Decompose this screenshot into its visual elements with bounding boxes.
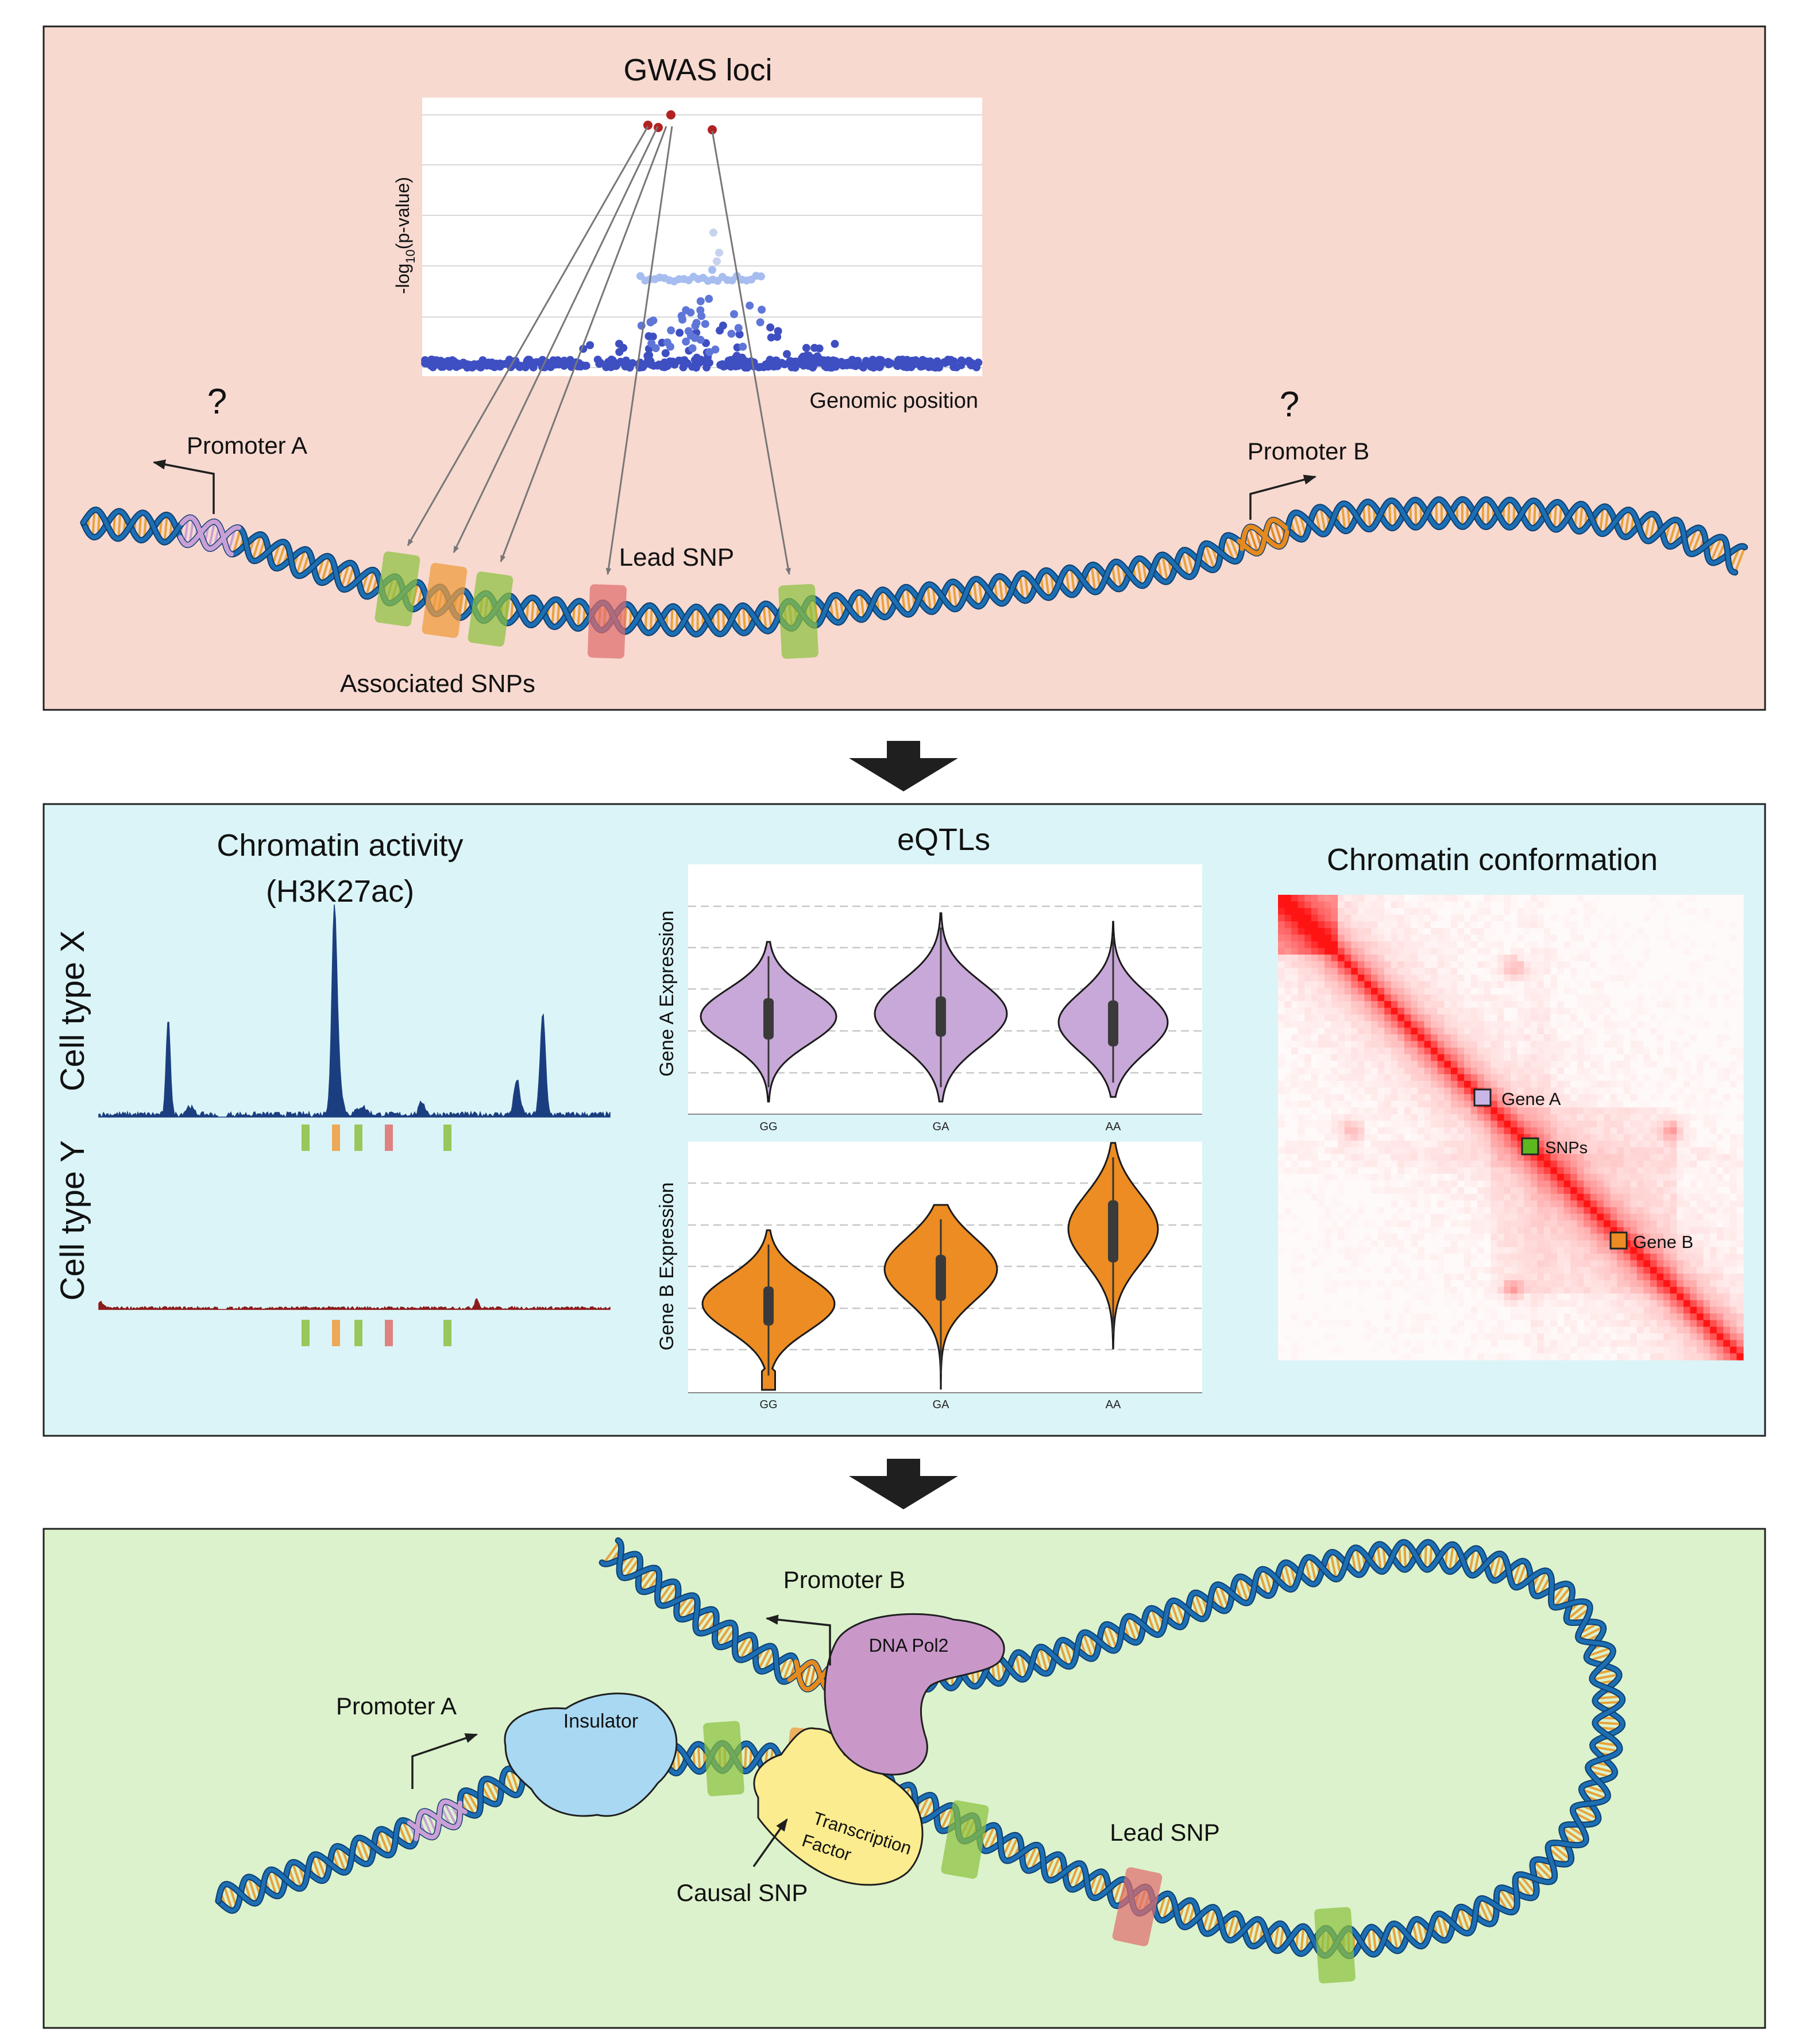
manhattan-points (421, 110, 983, 372)
eqtl-gene-b-tick-aa: AA (1106, 1398, 1121, 1411)
panel-mechanism-background (43, 1528, 1766, 2029)
lead-snp-top (588, 584, 627, 659)
eqtl-title: eQTLs (897, 822, 990, 857)
gene-b-label: Gene B (1633, 1232, 1693, 1252)
chromatin-conformation: Chromatin conformation Gene A SNPs Gene … (1278, 843, 1744, 1361)
eqtl-plots: eQTLs Gene A Expression GG GA AA (656, 822, 1202, 1411)
manhattan-y-label: -log10(p-value) (392, 177, 418, 294)
chromatin-activity-title: Chromatin activity (217, 828, 463, 863)
causal-snp-label: Causal SNP (677, 1879, 808, 1906)
associated-snp-1 (374, 551, 420, 627)
associated-snp-bottom-1 (703, 1721, 744, 1796)
insulator-protein (504, 1693, 678, 1817)
flow-arrow-1 (849, 741, 958, 791)
associated-snp-4 (778, 584, 818, 659)
chromatin-activity-subtitle: (H3K27ac) (266, 874, 414, 909)
lead-snp-label-top: Lead SNP (619, 543, 735, 571)
associated-snp-2 (422, 563, 468, 638)
manhattan-plot: GWAS loci -log10(p-value) Genomic positi… (392, 53, 983, 413)
manhattan-plot-area (422, 98, 982, 376)
eqtl-gene-a-ylabel: Gene A Expression (656, 910, 678, 1076)
eqtl-gene-a-tick-aa: AA (1106, 1120, 1121, 1133)
eqtl-gene-a-tick-gg: GG (759, 1120, 777, 1133)
causal-snp-arrow (752, 1818, 788, 1868)
h3k27ac-track-cell-x (98, 904, 611, 1118)
promoter-b-label-top: Promoter B (1248, 438, 1369, 465)
cell-type-y-label: Cell type Y (54, 1140, 91, 1300)
associated-snp-3 (468, 571, 513, 647)
panel-mechanism: Insulator Transcription Factor DNA Pol2 … (43, 1528, 1766, 2029)
eqtl-gene-a-tick-ga: GA (933, 1120, 950, 1133)
eqtl-gene-a: Gene A Expression GG GA AA (656, 864, 1202, 1133)
gene-a-marker (1473, 1088, 1492, 1107)
gwas-title: GWAS loci (623, 53, 772, 87)
promoter-b-arrow-top (1249, 474, 1317, 520)
flow-arrow-2 (849, 1459, 958, 1509)
promoter-a-label-bottom: Promoter A (336, 1693, 457, 1720)
gwas-pointer-arrows (407, 126, 791, 575)
gene-b-marker (1609, 1231, 1628, 1250)
question-mark-a: ? (207, 382, 227, 422)
lead-snp-bottom (1112, 1867, 1163, 1946)
promoter-a-arrow-top (152, 459, 215, 514)
chromatin-conformation-title: Chromatin conformation (1327, 843, 1658, 877)
snp-highlights-top (374, 551, 818, 659)
eqtl-gene-b: Gene B Expression GG GA AA (656, 1142, 1202, 1411)
lead-snp-label-bottom: Lead SNP (1110, 1819, 1219, 1846)
eqtl-gene-b-violins (701, 1142, 1159, 1391)
promoter-b-arrow-bottom (765, 1614, 831, 1666)
eqtl-gene-b-tick-ga: GA (933, 1398, 950, 1411)
eqtl-gene-b-tick-gg: GG (759, 1398, 777, 1411)
promoter-a-arrow-bottom (411, 1733, 478, 1789)
h3k27ac-track-cell-y (98, 1297, 611, 1311)
associated-snp-bottom-2 (941, 1800, 989, 1879)
cell-type-x-label: Cell type X (54, 930, 91, 1091)
chromatin-activity: Chromatin activity (H3K27ac) Cell type X… (54, 828, 611, 1346)
associated-snps-label: Associated SNPs (340, 670, 535, 698)
dna-strand-top (80, 496, 1748, 638)
promoter-b-label-bottom: Promoter B (783, 1566, 905, 1593)
snp-position-ticks (302, 1125, 451, 1346)
panel-evidence: Chromatin activity (H3K27ac) Cell type X… (43, 803, 1766, 1437)
gene-a-label: Gene A (1501, 1089, 1561, 1109)
manhattan-x-label: Genomic position (809, 389, 978, 413)
snps-label: SNPs (1545, 1139, 1588, 1157)
snps-marker (1521, 1137, 1539, 1156)
panel-gwas: GWAS loci -log10(p-value) Genomic positi… (43, 25, 1766, 711)
insulator-label: Insulator (563, 1710, 638, 1732)
dna-pol2-label: DNA Pol2 (869, 1635, 949, 1656)
transcription-factor-protein (753, 1727, 924, 1886)
eqtl-gene-b-ylabel: Gene B Expression (656, 1183, 678, 1351)
associated-snp-bottom-3 (1314, 1907, 1356, 1984)
eqtl-gene-a-violins (700, 912, 1169, 1103)
dna-pol2-protein (824, 1613, 1005, 1776)
hic-contact-map (1278, 895, 1744, 1361)
question-mark-b: ? (1280, 385, 1299, 424)
promoter-a-label-top: Promoter A (187, 432, 307, 459)
